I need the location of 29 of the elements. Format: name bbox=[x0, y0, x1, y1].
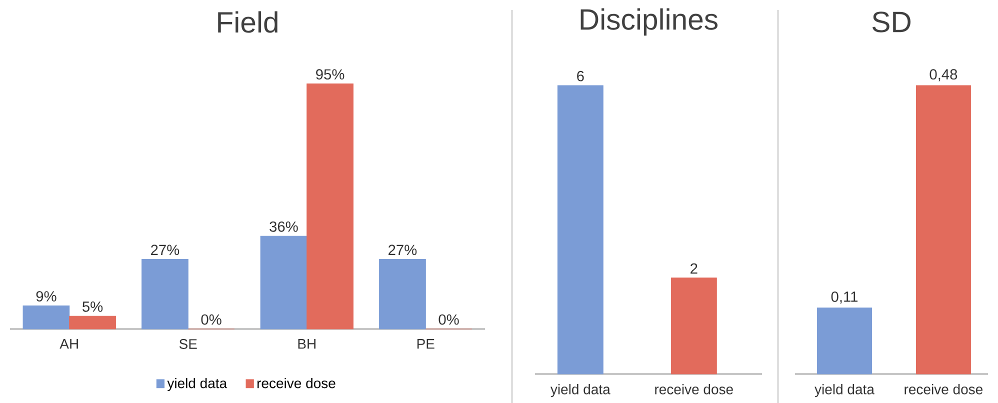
bar bbox=[22, 306, 70, 330]
data-label: 5% bbox=[82, 302, 103, 312]
bar bbox=[142, 259, 188, 330]
data-label: 2 bbox=[690, 263, 698, 274]
data-label: 6 bbox=[577, 70, 584, 82]
x-tick-label: PE bbox=[417, 339, 434, 349]
bar bbox=[69, 316, 116, 330]
data-label: 95% bbox=[316, 69, 344, 80]
data-label: 0,11 bbox=[831, 292, 858, 304]
x-tick-label: receive dose bbox=[655, 384, 733, 394]
bar bbox=[379, 259, 426, 330]
data-label: 36% bbox=[270, 221, 298, 232]
chart-title: SD bbox=[872, 12, 910, 32]
data-label: 9% bbox=[36, 291, 56, 302]
chart-title: Field bbox=[218, 11, 278, 33]
bar bbox=[306, 84, 354, 330]
x-tick-label: yield data bbox=[814, 384, 874, 398]
data-label: 0,48 bbox=[930, 69, 958, 82]
x-tick-label: AH bbox=[60, 339, 78, 349]
data-label: 0% bbox=[438, 314, 459, 325]
x-tick-label: BH bbox=[298, 339, 316, 349]
x-tick-label: yield data bbox=[550, 384, 610, 398]
data-label: 27% bbox=[151, 244, 180, 256]
bar bbox=[260, 236, 308, 330]
chart-title: Disciplines bbox=[580, 8, 718, 36]
x-tick-label: receive dose bbox=[904, 384, 983, 394]
x-tick-label: SE bbox=[179, 339, 197, 349]
data-label: 0% bbox=[201, 314, 222, 325]
data-label: 27% bbox=[388, 244, 417, 256]
